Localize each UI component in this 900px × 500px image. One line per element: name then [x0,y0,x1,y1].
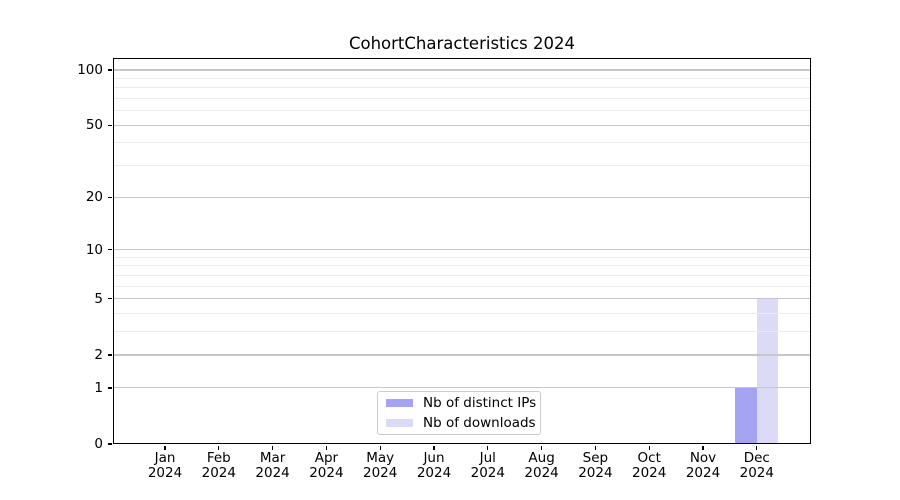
x-tick-label: Jan 2024 [147,450,183,481]
plot-area: Nb of distinct IPs Nb of downloads 0 1 2 5 10… [77,58,811,481]
major-gridline [113,196,811,198]
x-tick-mark [648,445,650,450]
y-tick-label: 20 [85,189,103,206]
legend-entry: Nb of downloads [386,415,536,431]
y-tick-mark [107,298,112,300]
major-gridline [113,387,811,389]
legend-label: Nb of downloads [423,415,536,431]
x-tick-label: Dec 2024 [739,450,774,481]
x-tick-mark [594,445,597,450]
minor-gridline [113,142,811,144]
x-tick-mark [702,445,704,450]
major-gridline [113,69,811,71]
x-tick-mark [540,445,543,450]
y-tick-label: 10 [85,241,103,258]
y-tick-label: 2 [94,346,103,363]
major-gridline [113,124,811,126]
y-tick-mark [107,69,112,71]
chart-title: CohortCharacteristics 2024 [348,34,576,53]
y-tick-label: 1 [94,379,103,396]
axes-frame [113,58,811,444]
x-tick-mark [325,445,328,450]
x-tick-label: May 2024 [363,450,398,481]
x-tick-mark [271,445,274,450]
minor-gridline [113,77,811,79]
minor-gridline [113,87,811,89]
legend-swatch-nb-of-downloads [386,419,413,427]
x-tick-mark [164,445,166,450]
minor-gridline [113,274,811,276]
x-tick-mark [487,445,489,450]
x-tick-mark [433,445,435,450]
bar-nb-of-distinct-ips [735,387,757,444]
y-tick-mark [107,196,112,198]
minor-gridline [113,97,811,99]
x-tick-label: Jun 2024 [416,450,452,481]
y-tick-label: 100 [77,61,103,78]
x-tick-mark [756,445,758,450]
x-tick-label: Oct 2024 [632,450,667,481]
x-tick-label: Nov 2024 [685,450,721,481]
major-gridline [113,354,811,356]
y-tick-label: 5 [94,290,103,307]
minor-gridline [113,331,811,333]
x-tick-mark [218,445,220,450]
minor-gridline [113,265,811,267]
minor-gridline [113,285,811,287]
major-gridline [113,298,811,300]
x-tick-label: Apr 2024 [309,450,344,481]
y-tick-mark [107,443,112,445]
y-tick-mark [107,387,112,389]
major-gridline [113,249,811,251]
x-tick-label: Feb 2024 [201,450,236,481]
y-tick-label: 50 [85,117,103,134]
minor-gridline [113,256,811,258]
x-tick-label: Sep 2024 [578,450,613,481]
legend-swatch-nb-of-distinct-ips [386,399,413,407]
x-tick-label: Mar 2024 [255,450,290,481]
legend-entry: Nb of distinct IPs [386,395,537,411]
bar-nb-of-downloads [756,298,779,444]
y-tick-mark [107,124,112,126]
minor-gridline [113,313,811,315]
y-tick-mark [107,354,112,356]
minor-gridline [113,110,811,112]
x-tick-label: Jul 2024 [470,450,505,481]
y-tick-mark [107,248,112,251]
x-tick-mark [379,445,381,450]
minor-gridline [113,165,811,167]
x-tick-label: Aug 2024 [524,450,559,481]
y-tick-label: 0 [94,436,103,452]
legend: Nb of distinct IPs Nb of downloads [377,391,541,435]
legend-label: Nb of distinct IPs [423,395,537,411]
